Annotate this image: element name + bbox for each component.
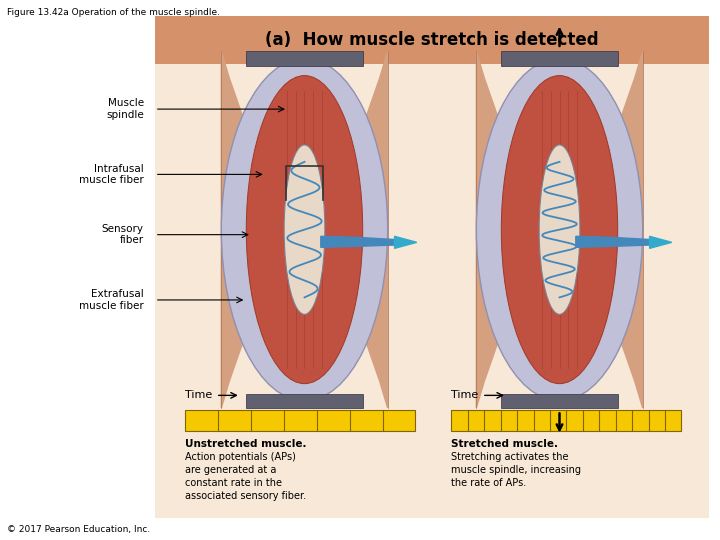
Text: © 2017 Pearson Education, Inc.: © 2017 Pearson Education, Inc. (7, 524, 150, 534)
Polygon shape (361, 51, 387, 408)
Polygon shape (321, 237, 400, 247)
Text: Figure 13.42a Operation of the muscle spindle.: Figure 13.42a Operation of the muscle sp… (7, 8, 220, 17)
Polygon shape (616, 51, 643, 408)
Ellipse shape (501, 76, 618, 383)
Text: Sensory
fiber: Sensory fiber (102, 224, 144, 246)
Ellipse shape (246, 76, 363, 383)
Polygon shape (395, 237, 417, 248)
Ellipse shape (477, 58, 643, 401)
Text: Time: Time (185, 390, 212, 400)
Bar (185, 410, 415, 430)
Text: Stretched muscle.: Stretched muscle. (451, 439, 559, 449)
Polygon shape (221, 51, 248, 408)
Text: (a)  How muscle stretch is detected: (a) How muscle stretch is detected (265, 31, 599, 49)
Bar (501, 394, 618, 408)
Text: Stretching activates the
muscle spindle, increasing
the rate of APs.: Stretching activates the muscle spindle,… (451, 451, 582, 488)
Bar (155, 16, 709, 64)
Polygon shape (477, 51, 503, 408)
Ellipse shape (539, 145, 580, 314)
Text: Muscle
spindle: Muscle spindle (106, 98, 144, 120)
Polygon shape (649, 237, 672, 248)
Bar (451, 410, 681, 430)
Bar (246, 51, 363, 66)
Text: Extrafusal
muscle fiber: Extrafusal muscle fiber (79, 289, 144, 310)
Ellipse shape (221, 58, 387, 401)
Polygon shape (576, 237, 655, 247)
Bar (501, 51, 618, 66)
Bar (246, 394, 363, 408)
Text: Intrafusal
muscle fiber: Intrafusal muscle fiber (79, 164, 144, 185)
Text: Unstretched muscle.: Unstretched muscle. (185, 439, 307, 449)
Text: Time: Time (451, 390, 479, 400)
Text: Action potentials (APs)
are generated at a
constant rate in the
associated senso: Action potentials (APs) are generated at… (185, 451, 307, 501)
Ellipse shape (284, 145, 325, 314)
